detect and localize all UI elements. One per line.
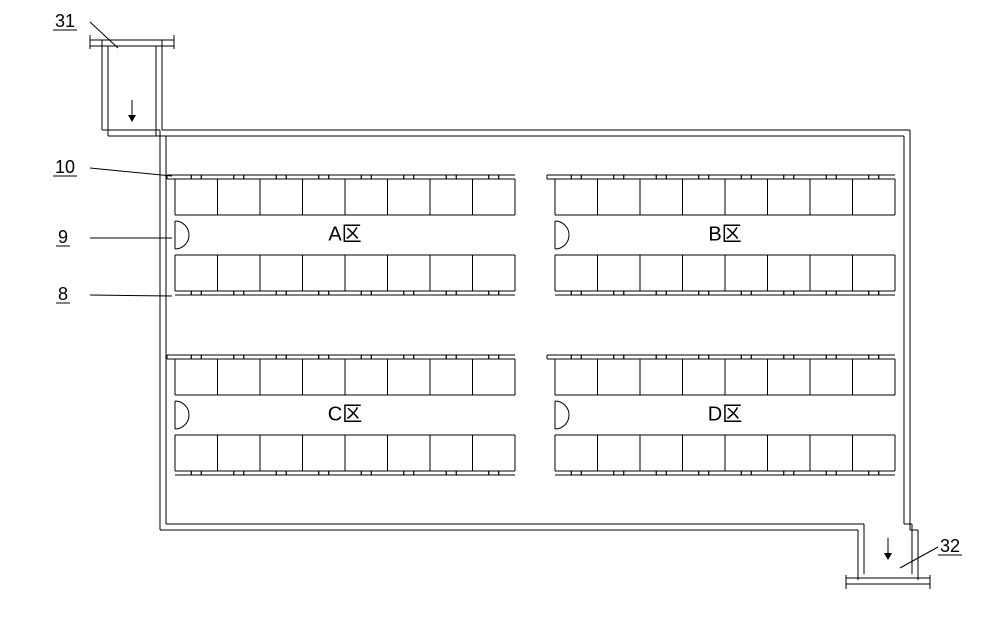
svg-text:9: 9 xyxy=(58,227,68,247)
svg-text:10: 10 xyxy=(55,157,75,177)
zone-C: C区 xyxy=(167,355,515,475)
label-8: 8 xyxy=(56,284,172,304)
label-9: 9 xyxy=(56,227,172,247)
zone-A: A区 xyxy=(167,175,515,295)
svg-text:32: 32 xyxy=(940,536,960,556)
zone-D: D区 xyxy=(547,355,895,475)
zone-B-label: B区 xyxy=(708,223,741,245)
zone-B: B区 xyxy=(547,175,895,295)
svg-text:31: 31 xyxy=(55,11,75,31)
svg-text:8: 8 xyxy=(58,284,68,304)
outer-enclosure xyxy=(90,35,930,589)
label-31: 31 xyxy=(53,11,118,48)
zone-A-label: A区 xyxy=(328,223,361,245)
zone-D-label: D区 xyxy=(708,403,742,425)
zone-C-label: C区 xyxy=(328,403,362,425)
label-32: 32 xyxy=(900,536,962,568)
diagram-canvas: 31 10 9 8 32 A区 B区 C区 D区 xyxy=(0,0,1000,617)
label-10: 10 xyxy=(53,157,172,177)
